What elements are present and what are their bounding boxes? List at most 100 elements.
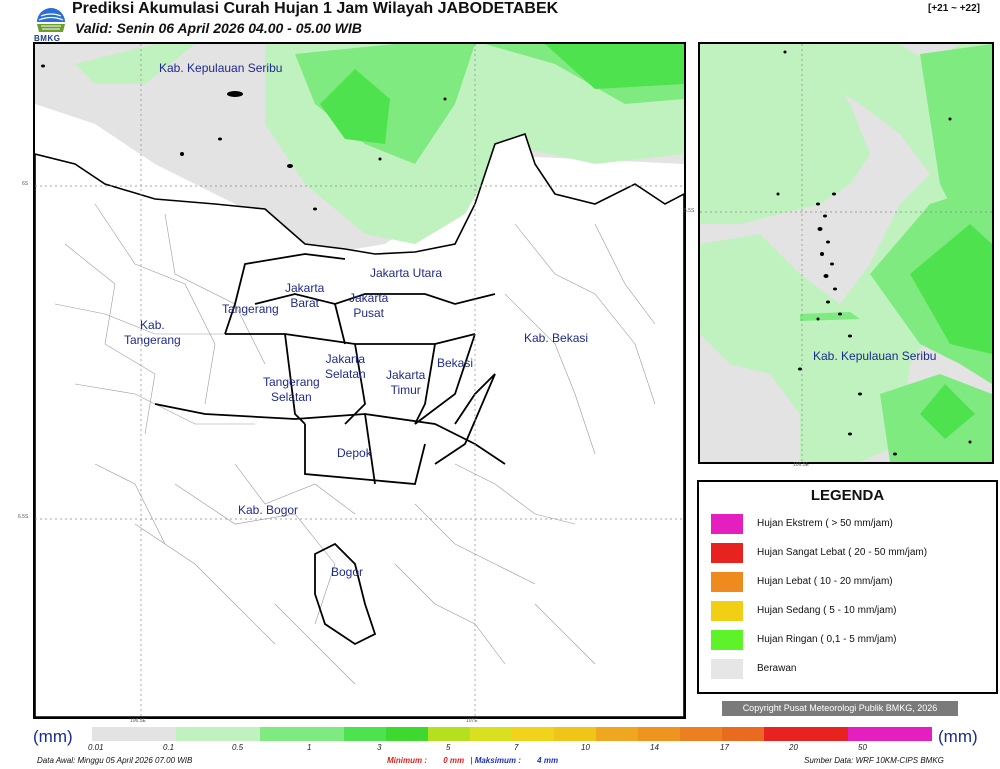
colorbar-tick: 17 (720, 743, 729, 752)
colorbar-tick: 5 (446, 743, 451, 752)
inset-map: Kab. Kepulauan Seribu (698, 42, 994, 464)
colorbar-segment (554, 727, 596, 741)
coord-lat-6-5s: 6.5S (35, 515, 36, 521)
islands (41, 64, 447, 211)
maksimum-value: 4 mm (537, 756, 559, 765)
valid-period: Valid: Senin 06 April 2026 04.00 - 05.00… (75, 20, 362, 36)
colorbar-tick: 50 (858, 743, 867, 752)
rain-strong-area (320, 69, 390, 144)
colorbar-tick: 0.5 (232, 743, 244, 752)
logo-text: BMKG (34, 34, 61, 43)
label-jakarta-timur: Jakarta Timur (386, 368, 426, 397)
colorbar-unit-right: (mm) (938, 727, 978, 746)
minmax-separator: | (470, 756, 473, 765)
label-kab-tangerang: Kab. Tangerang (124, 318, 181, 347)
inset-grid (700, 44, 992, 462)
copyright-notice: Copyright Pusat Meteorologi Publik BMKG,… (722, 701, 958, 716)
colorbar-segment (596, 727, 638, 741)
region-borders (154, 253, 506, 646)
colorbar-unit-left: (mm) (33, 727, 73, 746)
colorbar-tick: 3 (377, 743, 382, 752)
colorbar-segment (848, 727, 890, 741)
rain-light-area-2 (75, 44, 195, 84)
maksimum-label: Maksimum : (474, 756, 521, 765)
legend-swatch-sedang (711, 601, 743, 621)
colorbar-segment (260, 727, 302, 741)
colorbar-segment (680, 727, 722, 741)
legend-label-lebat: Hujan Lebat ( 10 - 20 mm/jam) (757, 576, 893, 587)
inset-strong-area-2 (920, 384, 975, 439)
colorbar-tick: 20 (789, 743, 798, 752)
colorbar-segment (428, 727, 470, 741)
colorbar-segment (302, 727, 344, 741)
inset-mid-area-1 (920, 44, 992, 224)
inset-mid-strip (800, 312, 860, 321)
colorbar-segment (134, 727, 176, 741)
coord-lon-106-5e: 106.5E (130, 718, 146, 724)
colorbar-segment (92, 727, 134, 741)
inset-strong-area-1 (910, 224, 992, 354)
label-kab-bekasi: Kab. Bekasi (524, 331, 589, 345)
colorbar-segment (176, 727, 218, 741)
colorbar-segment (764, 727, 806, 741)
label-jakarta-selatan: Jakarta Selatan (325, 352, 366, 381)
coord-lat-6-5s-outer: 6.5S (18, 514, 29, 520)
colorbar-tick: 10 (581, 743, 590, 752)
inset-coord-lat: 5.5S (684, 208, 695, 214)
legend-swatch-berawan (711, 659, 743, 679)
colorbar-segment (890, 727, 932, 741)
minimum-label: Minimum : (387, 756, 427, 765)
main-map: Kab. Kepulauan Seribu Jakarta Utara Jaka… (33, 42, 686, 719)
colorbar-segment (722, 727, 764, 741)
rain-strong-area-2 (545, 44, 684, 89)
colorbar-tick: 14 (650, 743, 659, 752)
legend-label-berawan: Berawan (757, 663, 797, 674)
footer-sumber: Sumber Data: WRF 10KM-CIPS BMKG (804, 756, 944, 765)
inset-light-area-1 (700, 44, 870, 224)
inset-map-svg (700, 44, 992, 462)
label-tangerang: Tangerang (222, 302, 279, 316)
legend-swatch-ringan (711, 630, 743, 650)
colorbar-segment (218, 727, 260, 741)
colorbar-tick: 0.01 (88, 743, 104, 752)
coordinate-grid (35, 44, 684, 717)
colorbar-tick: 0.1 (163, 743, 175, 752)
forecast-range: [+21 ~ +22] (928, 3, 980, 14)
colorbar-segment (470, 727, 512, 741)
main-map-svg (35, 44, 684, 717)
page-title: Prediksi Akumulasi Curah Hujan 1 Jam Wil… (72, 0, 559, 17)
label-bogor: Bogor (331, 565, 364, 579)
coord-lon-107e: 107E (466, 718, 478, 724)
label-bekasi: Bekasi (437, 356, 474, 370)
legend-swatch-ekstrem (711, 514, 743, 534)
legend-label-ekstrem: Hujan Ekstrem ( > 50 mm/jam) (757, 518, 893, 529)
label-jakarta-pusat: Jakarta Pusat (349, 291, 389, 320)
colorbar-tick: 1 (307, 743, 312, 752)
colorbar-tick: 7 (514, 743, 519, 752)
label-kab-bogor: Kab. Bogor (238, 503, 299, 517)
colorbar (92, 727, 932, 741)
label-kab-kepulauan-seribu: Kab. Kepulauan Seribu (159, 61, 283, 75)
label-jakarta-barat: Jakarta Barat (285, 281, 325, 310)
legend-title: LEGENDA (810, 487, 885, 504)
legend-swatch-sangat-lebat (711, 543, 743, 563)
minimum-value: 0 mm (443, 756, 465, 765)
inset-islands (776, 50, 972, 456)
legend-label-sangat-lebat: Hujan Sangat Lebat ( 20 - 50 mm/jam) (757, 547, 928, 558)
colorbar-segment (806, 727, 848, 741)
label-tangerang-selatan: Tangerang Selatan (263, 375, 320, 404)
footer-minmax: Minimum : 0 mm | Maksimum : 4 mm (387, 756, 558, 765)
coord-lat-6s-outer: 6S (22, 181, 29, 187)
colorbar-segment (344, 727, 386, 741)
colorbar-segment (638, 727, 680, 741)
legend-panel: LEGENDA Hujan Ekstrem ( > 50 mm/jam) Huj… (697, 480, 998, 694)
legend-label-ringan: Hujan Ringan ( 0,1 - 5 mm/jam) (757, 634, 897, 645)
inset-light-area-2 (700, 44, 992, 462)
legend-swatch-lebat (711, 572, 743, 592)
colorbar-segment (512, 727, 554, 741)
bmkg-logo (37, 8, 65, 32)
inset-label-kab-kepulauan-seribu: Kab. Kepulauan Seribu (813, 349, 937, 363)
label-jakarta-utara: Jakarta Utara (370, 266, 443, 280)
label-depok: Depok (337, 446, 372, 460)
legend-label-sedang: Hujan Sedang ( 5 - 10 mm/jam) (757, 605, 897, 616)
